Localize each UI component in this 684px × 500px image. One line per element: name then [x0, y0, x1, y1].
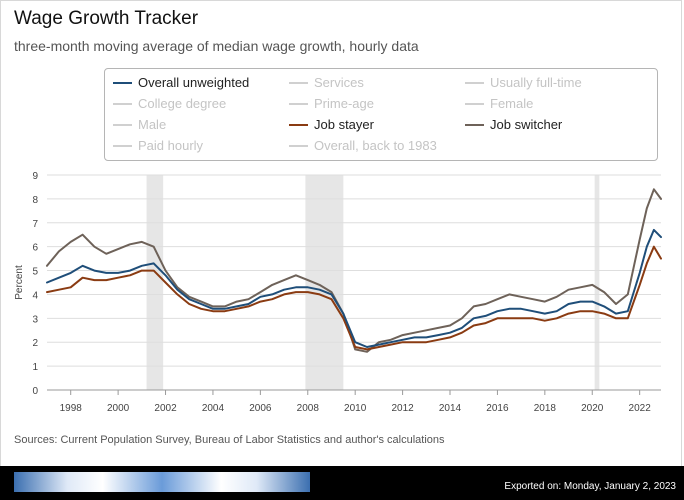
- legend-item-overall-unweighted[interactable]: Overall unweighted: [113, 75, 249, 90]
- legend-item-prime-age[interactable]: Prime-age: [289, 96, 374, 111]
- legend-item-college-degree[interactable]: College degree: [113, 96, 226, 111]
- sources-note: Sources: Current Population Survey, Bure…: [14, 434, 445, 446]
- legend-label: College degree: [138, 96, 227, 111]
- legend-label: Paid hourly: [138, 138, 204, 153]
- legend-item-usually-full-time[interactable]: Usually full-time: [465, 75, 582, 90]
- legend-swatch: [113, 144, 132, 147]
- legend-swatch: [289, 144, 308, 147]
- legend-swatch: [289, 102, 308, 105]
- legend-label: Female: [490, 96, 534, 111]
- legend-item-services[interactable]: Services: [289, 75, 364, 90]
- export-date: Exported on: Monday, January 2, 2023: [504, 481, 676, 492]
- legend-swatch: [113, 123, 132, 126]
- legend-label: Prime-age: [314, 96, 374, 111]
- legend-label: Services: [314, 75, 364, 90]
- chart-subtitle: three-month moving average of median wag…: [14, 38, 419, 54]
- legend-swatch: [113, 102, 132, 105]
- legend-label: Usually full-time: [490, 75, 582, 90]
- footer-logo: [14, 472, 310, 492]
- legend-label: Job switcher: [490, 117, 563, 132]
- legend-label: Job stayer: [314, 117, 374, 132]
- footer-bar: Exported on: Monday, January 2, 2023: [0, 466, 684, 500]
- legend-swatch: [289, 81, 308, 84]
- legend-swatch: [113, 81, 132, 84]
- legend-swatch: [465, 123, 484, 126]
- legend-swatch: [289, 123, 308, 126]
- legend: Overall unweighted Services Usually full-t…: [104, 68, 658, 161]
- legend-label: Male: [138, 117, 167, 132]
- legend-swatch: [465, 81, 484, 84]
- legend-item-job-switcher[interactable]: Job switcher: [465, 117, 562, 132]
- legend-item-job-stayer[interactable]: Job stayer: [289, 117, 374, 132]
- legend-item-paid-hourly[interactable]: Paid hourly: [113, 138, 203, 153]
- legend-label: Overall, back to 1983: [314, 138, 437, 153]
- legend-item-overall-back-to-1983[interactable]: Overall, back to 1983: [289, 138, 437, 153]
- chart-title: Wage Growth Tracker: [14, 8, 199, 29]
- legend-label: Overall unweighted: [138, 75, 250, 90]
- legend-swatch: [465, 102, 484, 105]
- legend-item-male[interactable]: Male: [113, 117, 166, 132]
- legend-item-female[interactable]: Female: [465, 96, 533, 111]
